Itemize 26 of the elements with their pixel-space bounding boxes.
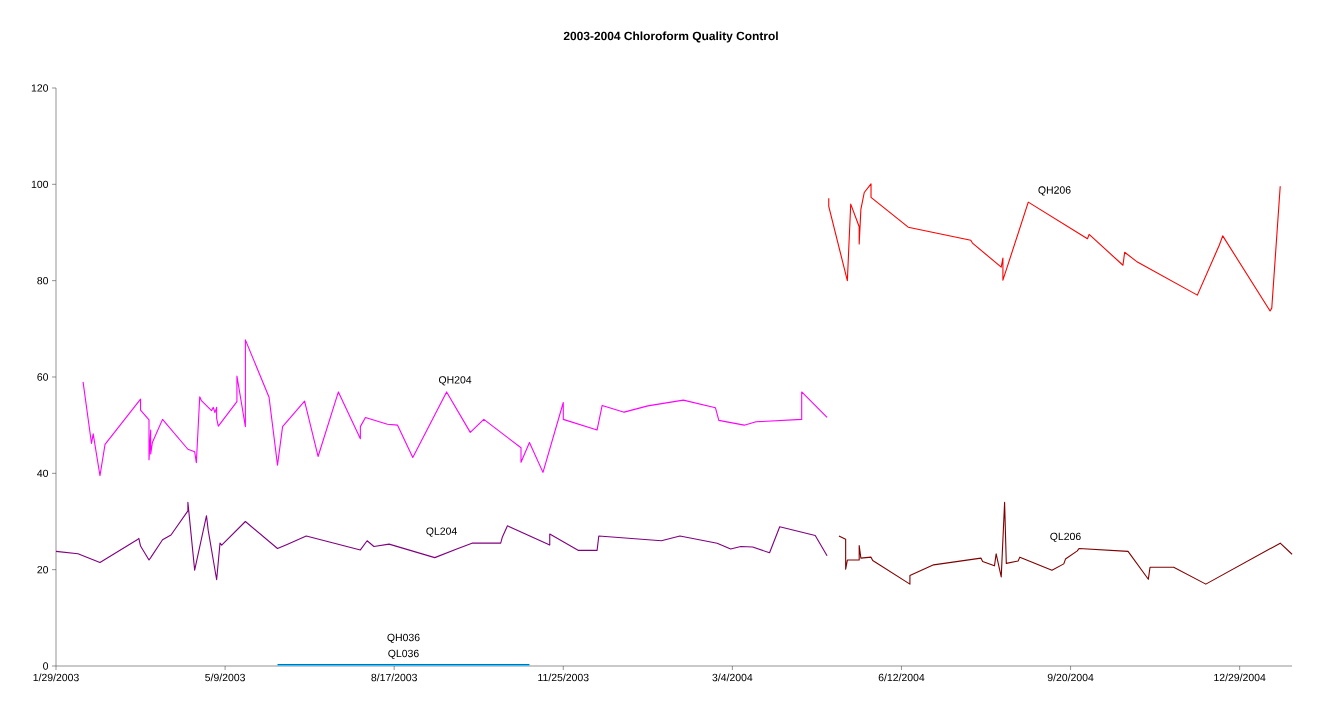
x-tick-label: 6/12/2004	[878, 673, 925, 682]
series-label: QH206	[1038, 186, 1071, 196]
y-tick-label: 100	[31, 180, 49, 189]
line-series	[55, 501, 828, 581]
x-tick-label: 9/20/2004	[1047, 673, 1094, 682]
line-series	[82, 339, 828, 477]
line-series	[828, 183, 1281, 312]
y-tick-label: 40	[37, 469, 49, 478]
x-tick-label: 5/9/2003	[205, 673, 245, 682]
chart-title: 2003-2004 Chloroform Quality Control	[563, 31, 778, 43]
y-tick-label: 0	[43, 662, 49, 670]
series-label: QL036	[388, 649, 419, 659]
y-tick-label: 120	[31, 84, 49, 92]
x-tick-label: 12/29/2004	[1214, 673, 1266, 682]
y-tick-label: 60	[37, 373, 49, 381]
text: QH036	[387, 633, 420, 644]
series-label: QH204	[438, 376, 472, 386]
x-tick-label: 8/17/2003	[371, 673, 417, 682]
x-tick-label: 3/4/2004	[712, 673, 753, 682]
line-series	[838, 501, 1293, 585]
y-tick-label: 80	[37, 276, 49, 285]
series-label: QL206	[1050, 532, 1081, 542]
series-label: QL204	[426, 527, 457, 537]
x-tick-label: 1/29/2003	[33, 673, 79, 682]
y-tick-label: 20	[37, 565, 49, 574]
x-tick-label: 11/25/2003	[538, 673, 589, 682]
